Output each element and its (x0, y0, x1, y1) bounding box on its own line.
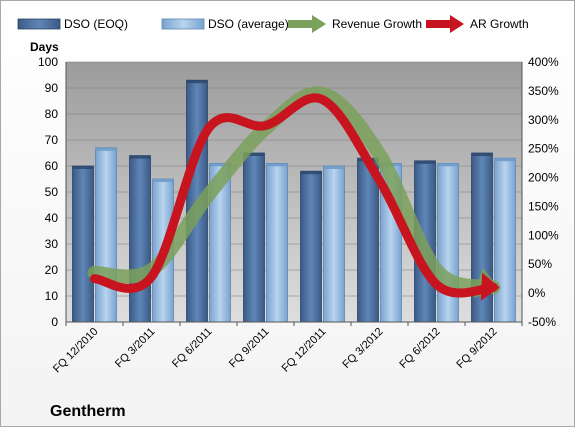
legend-item-revenue-growth: Revenue Growth (288, 15, 422, 33)
y-axis-title: Days (30, 40, 59, 54)
y-tick-label: 40 (45, 211, 59, 225)
legend-item-dso-average-swatch (161, 18, 205, 30)
y-tick-label: 70 (45, 133, 59, 147)
y2-tick-label: -50% (528, 315, 556, 329)
bar-dso-eoq (72, 165, 94, 323)
y2-tick-label: 200% (528, 171, 559, 185)
bar-top-dso-eoq (300, 171, 322, 175)
line-ar-growth (90, 93, 498, 298)
y2-tick-label: 50% (528, 257, 552, 271)
bar-top-dso-average (152, 179, 174, 182)
bar-top-dso-eoq (471, 153, 493, 156)
legend: DSO (EOQ) DSO (average) Revenue Growth AR G… (17, 15, 529, 33)
y-tick-label: 20 (45, 263, 59, 277)
bar-top-dso-average (266, 163, 288, 167)
bar-dso-average (323, 165, 345, 323)
bar-top-dso-average (323, 166, 345, 169)
y-tick-label: 10 (45, 289, 59, 303)
y-tick-label: 50 (45, 185, 59, 199)
growth-lines (87, 86, 501, 301)
y2-tick-label: 350% (528, 84, 559, 98)
legend-item-ar-growth-swatch-arrow (450, 15, 464, 33)
bar-top-dso-eoq (414, 160, 436, 164)
legend-item-revenue-growth-swatch-arrow (312, 15, 326, 33)
y-tick-label: 0 (51, 315, 58, 329)
y2-tick-label: 300% (528, 113, 559, 127)
legend-item-dso-average-label: DSO (average) (208, 17, 289, 31)
y2-tick-label: 250% (528, 142, 559, 156)
legend-item-dso-eoq: DSO (EOQ) (17, 17, 128, 31)
y2-tick-label: 0% (528, 286, 546, 300)
bar-top-dso-eoq (72, 166, 94, 169)
bar-top-dso-average (209, 163, 231, 167)
bar-top-dso-average (95, 147, 117, 151)
bar-dso-eoq (300, 170, 322, 323)
bar-dso-average (266, 162, 288, 323)
legend-item-dso-eoq-label: DSO (EOQ) (64, 17, 128, 31)
bar-dso-eoq (243, 152, 265, 323)
bar-dso-average (494, 157, 516, 323)
bar-dso-average (95, 147, 117, 323)
legend-item-dso-average: DSO (average) (161, 17, 289, 31)
bar-dso-eoq (357, 157, 379, 323)
legend-item-ar-growth: AR Growth (426, 15, 529, 33)
company-label: Gentherm (50, 403, 126, 420)
y2-tick-label: 400% (528, 55, 559, 69)
line-ar-growth-arrowhead (480, 272, 500, 301)
bar-top-dso-eoq (243, 153, 265, 156)
legend-item-ar-growth-label: AR Growth (470, 17, 529, 31)
bar-dso-average (437, 162, 459, 323)
legend-item-dso-eoq-swatch (17, 18, 61, 30)
y-tick-label: 100 (38, 55, 58, 69)
y2-tick-label: 150% (528, 199, 559, 213)
bar-top-dso-eoq (186, 80, 208, 84)
legend-item-revenue-growth-label: Revenue Growth (332, 17, 422, 31)
y2-tick-label: 100% (528, 228, 559, 242)
bar-top-dso-average (437, 163, 459, 167)
bar-dso-eoq (129, 155, 151, 323)
y-tick-label: 30 (45, 237, 59, 251)
y-tick-label: 60 (45, 159, 59, 173)
y-tick-label: 90 (45, 81, 59, 95)
y-tick-label: 80 (45, 107, 59, 121)
bar-top-dso-eoq (129, 155, 151, 159)
bar-top-dso-average (494, 158, 516, 162)
